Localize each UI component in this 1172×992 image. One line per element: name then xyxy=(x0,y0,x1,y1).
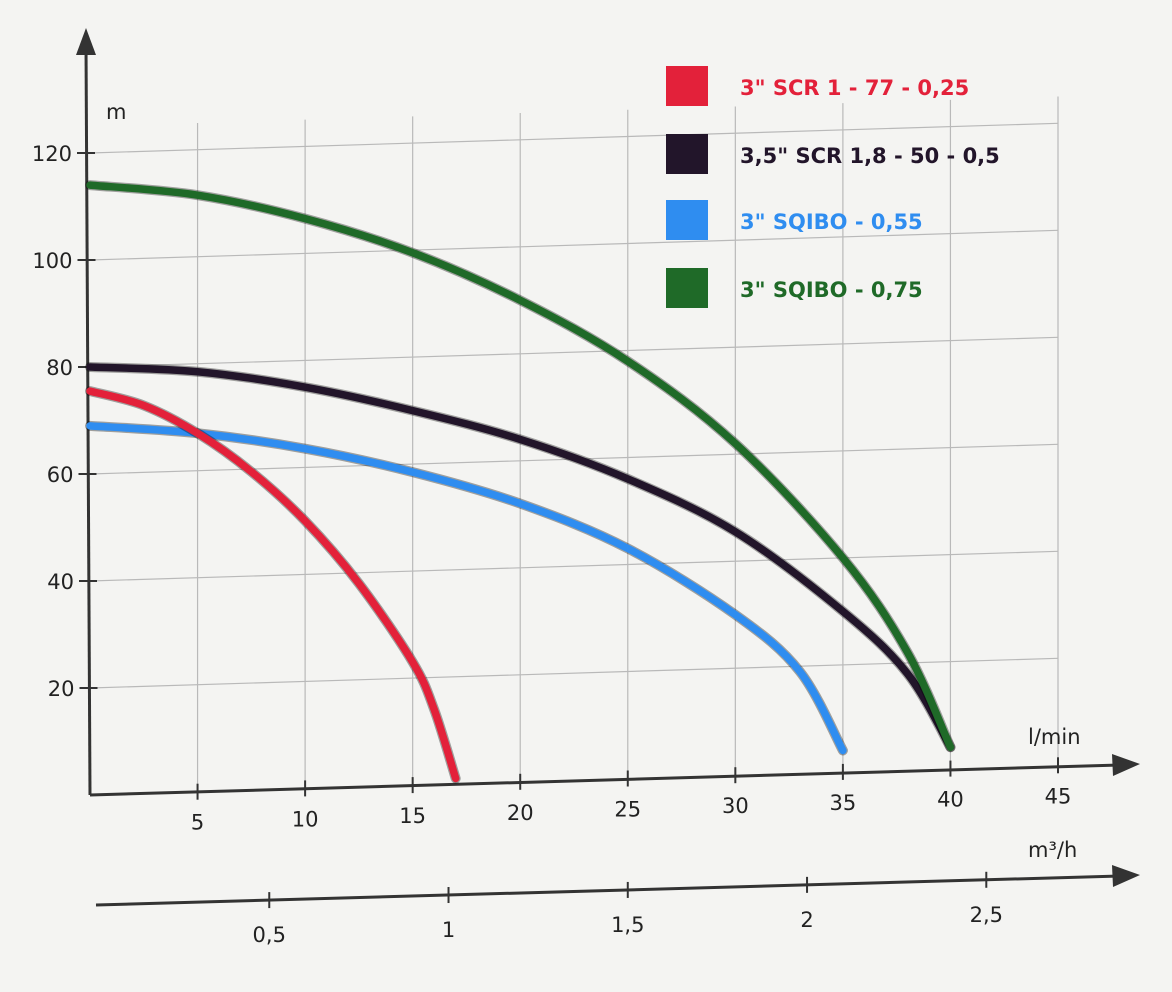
ticks: 5 10 15 20 25 30 35 40 45 20 40 60 80 100 120 0,5 1 1,5 2 2… xyxy=(32,142,1071,947)
x-tick-label: 10 xyxy=(292,807,319,831)
legend: 3" SCR 1 - 77 - 0,25 3,5" SCR 1,8 - 50 - … xyxy=(666,66,1000,308)
legend-swatch xyxy=(666,66,708,106)
x-axis-label: l/min xyxy=(1028,725,1081,749)
x-axis-line xyxy=(89,763,1121,797)
legend-label: 3" SCR 1 - 77 - 0,25 xyxy=(740,76,969,100)
x-axis-arrow xyxy=(1112,754,1140,776)
series-line xyxy=(86,387,460,783)
x2-axis-line xyxy=(95,874,1121,907)
y-axis-line xyxy=(84,44,92,796)
legend-swatch xyxy=(666,134,708,174)
y-tick-label: 80 xyxy=(46,356,73,380)
grid-line-horizontal xyxy=(89,336,1059,368)
grid-line-horizontal xyxy=(89,550,1059,582)
x2-tick-label: 1,5 xyxy=(611,913,644,937)
y-tick-label: 100 xyxy=(32,249,72,273)
legend-swatch xyxy=(666,268,708,308)
x2-axis-arrow xyxy=(1112,865,1140,887)
x2-tick-label: 2,5 xyxy=(970,903,1003,927)
series-line-outline xyxy=(85,420,848,756)
y-tick-label: 120 xyxy=(32,142,72,166)
legend-swatch xyxy=(666,200,708,240)
y-axis-label: m xyxy=(106,100,126,124)
series xyxy=(85,180,956,784)
grid-line-horizontal xyxy=(89,229,1059,261)
legend-label: 3" SQIBO - 0,75 xyxy=(740,278,923,302)
legend-label: 3" SQIBO - 0,55 xyxy=(740,210,923,234)
x2-tick-label: 2 xyxy=(800,908,813,932)
x-tick-label: 5 xyxy=(191,811,204,835)
series-line xyxy=(86,181,955,751)
axis-labels: m l/min m³/h xyxy=(106,100,1081,862)
axes xyxy=(76,28,1140,907)
legend-label: 3,5" SCR 1,8 - 50 - 0,5 xyxy=(740,144,1000,168)
x-tick-label: 35 xyxy=(830,791,857,815)
series-line-outline xyxy=(85,386,461,784)
x-tick-label: 45 xyxy=(1045,784,1072,808)
x-tick-label: 25 xyxy=(614,798,641,822)
x-tick-label: 30 xyxy=(722,794,749,818)
series-line xyxy=(86,422,847,755)
y-tick-label: 20 xyxy=(48,677,75,701)
y-tick-label: 60 xyxy=(47,463,74,487)
x2-axis-label: m³/h xyxy=(1028,838,1077,862)
y-axis-arrow xyxy=(76,28,96,55)
x-tick-label: 20 xyxy=(507,801,534,825)
series-line xyxy=(86,363,955,751)
y-tick-label: 40 xyxy=(47,570,74,594)
x2-tick-label: 0,5 xyxy=(253,923,286,947)
x-tick-label: 40 xyxy=(937,788,964,812)
grid-line-horizontal xyxy=(89,122,1059,154)
x2-tick-label: 1 xyxy=(442,918,455,942)
x-tick-label: 15 xyxy=(399,804,426,828)
